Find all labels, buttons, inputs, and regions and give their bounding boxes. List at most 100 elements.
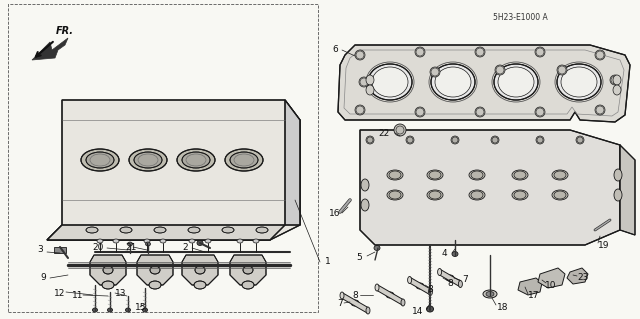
Ellipse shape — [205, 239, 211, 243]
Ellipse shape — [361, 179, 369, 191]
Ellipse shape — [514, 191, 526, 199]
Ellipse shape — [102, 281, 114, 289]
Ellipse shape — [438, 269, 442, 276]
Circle shape — [535, 107, 545, 117]
Ellipse shape — [429, 171, 441, 179]
Circle shape — [359, 77, 369, 87]
Ellipse shape — [471, 191, 483, 199]
Ellipse shape — [366, 75, 374, 85]
Circle shape — [451, 136, 459, 144]
Ellipse shape — [512, 190, 528, 200]
Ellipse shape — [429, 191, 441, 199]
Text: 3: 3 — [37, 246, 43, 255]
Ellipse shape — [145, 242, 150, 246]
Ellipse shape — [552, 170, 568, 180]
Ellipse shape — [427, 190, 443, 200]
Text: 11: 11 — [72, 292, 84, 300]
Text: 21: 21 — [125, 242, 136, 251]
Ellipse shape — [361, 199, 369, 211]
Polygon shape — [137, 255, 173, 285]
Text: 5H23-E1000 A: 5H23-E1000 A — [493, 13, 547, 23]
Ellipse shape — [368, 64, 412, 100]
Ellipse shape — [469, 190, 485, 200]
Ellipse shape — [182, 152, 210, 168]
Circle shape — [557, 65, 567, 75]
Ellipse shape — [253, 239, 259, 243]
Ellipse shape — [366, 85, 374, 95]
Ellipse shape — [561, 67, 597, 97]
Text: 8: 8 — [352, 292, 358, 300]
Text: 20: 20 — [92, 243, 104, 253]
Circle shape — [491, 136, 499, 144]
Text: 6: 6 — [332, 46, 338, 55]
Text: 14: 14 — [412, 307, 424, 315]
Ellipse shape — [177, 149, 215, 171]
Text: 12: 12 — [54, 288, 66, 298]
Ellipse shape — [469, 170, 485, 180]
Ellipse shape — [554, 171, 566, 179]
Ellipse shape — [340, 292, 344, 299]
Ellipse shape — [143, 308, 147, 312]
Ellipse shape — [387, 190, 403, 200]
Ellipse shape — [97, 239, 103, 243]
Ellipse shape — [129, 149, 167, 171]
Ellipse shape — [230, 152, 258, 168]
Ellipse shape — [428, 288, 433, 295]
Ellipse shape — [242, 281, 254, 289]
Ellipse shape — [614, 169, 622, 181]
Ellipse shape — [374, 246, 380, 250]
Text: 1: 1 — [325, 257, 331, 266]
Circle shape — [366, 136, 374, 144]
Ellipse shape — [552, 190, 568, 200]
Ellipse shape — [494, 64, 538, 100]
Circle shape — [595, 50, 605, 60]
Ellipse shape — [81, 149, 119, 171]
Circle shape — [394, 124, 406, 136]
Text: FR.: FR. — [56, 26, 74, 36]
Ellipse shape — [486, 292, 494, 296]
Circle shape — [475, 107, 485, 117]
Ellipse shape — [188, 227, 200, 233]
Circle shape — [595, 105, 605, 115]
Ellipse shape — [134, 152, 162, 168]
Polygon shape — [54, 247, 66, 253]
Polygon shape — [360, 130, 620, 245]
Ellipse shape — [154, 227, 166, 233]
Text: 19: 19 — [598, 241, 609, 249]
Ellipse shape — [427, 170, 443, 180]
Polygon shape — [47, 225, 285, 240]
Polygon shape — [377, 285, 403, 306]
Ellipse shape — [435, 67, 471, 97]
Ellipse shape — [127, 242, 132, 246]
Circle shape — [415, 107, 425, 117]
Polygon shape — [338, 45, 630, 122]
Bar — [8, 4, 318, 312]
Ellipse shape — [225, 149, 263, 171]
Ellipse shape — [401, 299, 405, 306]
Ellipse shape — [498, 67, 534, 97]
Ellipse shape — [614, 189, 622, 201]
Ellipse shape — [613, 75, 621, 85]
Ellipse shape — [243, 266, 253, 274]
Circle shape — [536, 136, 544, 144]
Ellipse shape — [237, 239, 243, 243]
Ellipse shape — [150, 266, 160, 274]
Ellipse shape — [613, 85, 621, 95]
Circle shape — [355, 50, 365, 60]
Text: 4: 4 — [442, 249, 447, 258]
Ellipse shape — [366, 307, 370, 314]
Ellipse shape — [426, 306, 433, 312]
Ellipse shape — [446, 275, 454, 281]
Ellipse shape — [514, 171, 526, 179]
Polygon shape — [90, 255, 126, 285]
Text: 22: 22 — [379, 130, 390, 138]
Circle shape — [406, 136, 414, 144]
Ellipse shape — [554, 191, 566, 199]
Text: 16: 16 — [329, 210, 340, 219]
Polygon shape — [518, 278, 542, 295]
Text: 2: 2 — [182, 243, 188, 253]
Ellipse shape — [389, 191, 401, 199]
Circle shape — [576, 136, 584, 144]
Ellipse shape — [512, 170, 528, 180]
Polygon shape — [230, 255, 266, 285]
